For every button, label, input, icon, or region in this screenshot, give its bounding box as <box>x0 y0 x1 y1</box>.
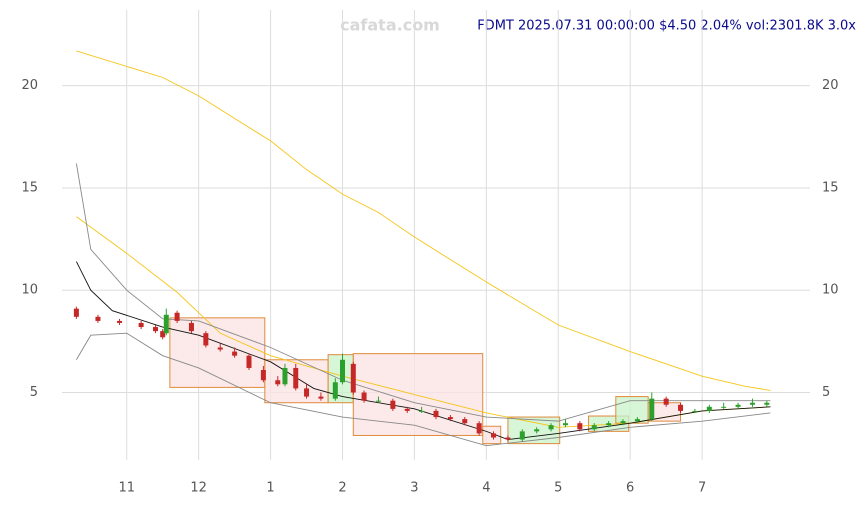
candle-body <box>117 320 123 323</box>
candle-body <box>735 404 741 407</box>
x-tick-label: 7 <box>698 481 706 496</box>
candle-body <box>163 314 169 334</box>
x-tick-label: 5 <box>554 481 562 496</box>
candle-body <box>663 398 669 405</box>
y-tick-label: 5 <box>30 385 38 400</box>
candle-body <box>232 351 238 356</box>
range-box <box>169 317 266 388</box>
candle-body <box>375 400 381 402</box>
candle-body <box>649 398 655 420</box>
candle-body <box>505 437 511 440</box>
y-tick-label: 20 <box>21 78 38 93</box>
candle-body <box>138 322 144 328</box>
candle-body <box>404 408 410 411</box>
candle-body <box>519 431 525 440</box>
candle-body <box>678 404 684 411</box>
y-tick-label-right: 15 <box>822 180 839 195</box>
x-tick-label: 4 <box>482 481 490 496</box>
candle-body <box>591 425 597 430</box>
indicator-line <box>75 332 771 447</box>
candle-body <box>153 327 158 332</box>
x-tick-label: 12 <box>190 481 207 496</box>
candle-body <box>491 433 497 438</box>
x-tick-label: 1 <box>266 481 274 496</box>
candle-body <box>764 402 770 405</box>
x-tick-label: 6 <box>626 481 634 496</box>
candle-body <box>548 425 554 430</box>
candle-body <box>606 423 612 426</box>
candle-body <box>476 423 482 434</box>
y-tick-label: 10 <box>21 283 38 298</box>
candle-body <box>462 419 468 424</box>
y-tick-label: 15 <box>21 180 38 195</box>
y-tick-label-right: 20 <box>822 78 839 93</box>
candle-body <box>390 400 396 409</box>
candle-body <box>260 370 266 381</box>
candle-body <box>562 423 568 426</box>
candle-body <box>332 382 338 399</box>
candle-body <box>361 392 367 401</box>
candle-body <box>95 316 101 321</box>
indicator-line <box>76 50 771 391</box>
candle-body <box>174 312 180 321</box>
candle-body <box>706 406 712 411</box>
candle-body <box>246 355 252 368</box>
candle-body <box>73 308 79 317</box>
candle-body <box>577 423 583 430</box>
candle-body <box>350 363 356 393</box>
candle-body <box>534 429 540 432</box>
y-tick-label-right: 5 <box>822 385 830 400</box>
candle-body <box>447 417 453 420</box>
candle-body <box>282 367 288 385</box>
candle-body <box>203 333 209 346</box>
watermark: cafata.com <box>340 16 440 35</box>
candle-body <box>160 331 166 338</box>
candle-body <box>433 410 439 418</box>
candle-body <box>340 359 345 383</box>
x-tick-label: 3 <box>410 481 418 496</box>
candle-body <box>620 421 626 424</box>
candle-body <box>749 402 755 405</box>
candle-body <box>188 322 194 332</box>
candle-body <box>634 419 640 422</box>
range-box <box>352 353 484 436</box>
indicator-line <box>75 261 771 441</box>
candle-body <box>419 410 425 412</box>
candle-body <box>721 406 727 408</box>
candle-body <box>275 380 281 385</box>
candle-body <box>217 347 223 350</box>
x-tick-label: 2 <box>338 481 346 496</box>
candle-body <box>692 410 698 412</box>
candle-body <box>304 388 310 397</box>
y-tick-label-right: 10 <box>822 283 839 298</box>
candle-body <box>293 367 299 389</box>
chart-title: FDMT 2025.07.31 00:00:00 $4.50 2.04% vol… <box>477 19 856 34</box>
x-tick-label: 11 <box>118 481 135 496</box>
candle-body <box>318 396 324 399</box>
